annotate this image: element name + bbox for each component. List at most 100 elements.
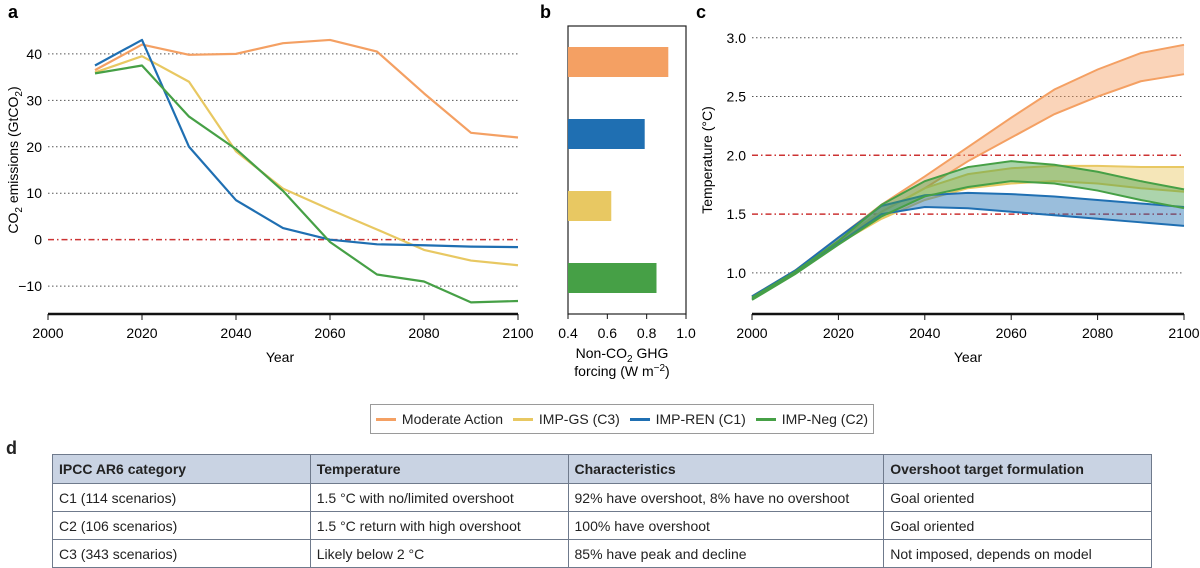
- panel-label-a: a: [8, 2, 19, 22]
- legend-label: IMP-GS (C3): [538, 411, 620, 427]
- panel-a-x-ticks: 2000 2020 2040 2060 2080 2100: [32, 314, 534, 341]
- table-cell: 1.5 °C return with high overshoot: [309, 511, 569, 540]
- series-line: [94, 38, 519, 249]
- legend-item-moderate-action: Moderate Action: [375, 411, 504, 427]
- legend-label: IMP-Neg (C2): [781, 411, 869, 427]
- x-tick-label: 2060: [996, 325, 1027, 341]
- y-tick-label: 1.0: [727, 265, 747, 281]
- table-cell: C3 (343 scenarios): [52, 539, 311, 568]
- table-cell: Goal oriented: [883, 483, 1152, 512]
- x-tick-label: 2100: [502, 325, 533, 341]
- series-line: [94, 55, 519, 267]
- y-tick-label: 40: [26, 46, 42, 62]
- table-cell: 100% have overshoot: [567, 511, 885, 540]
- legend-swatch: [512, 417, 533, 421]
- panel-c-bands: [751, 43, 1185, 301]
- table-cell: Likely below 2 °C: [309, 539, 569, 568]
- panel-a-y-axis-label: CO2 emissions (GtCO2): [5, 86, 25, 233]
- panel-c-temperature-chart: 2000 2020 2040 2060 2080 2100 1.0 1.5 2.0 2.5 3.0…: [699, 30, 1200, 365]
- y-tick-label: 2.0: [727, 147, 747, 163]
- panel-b-x-ticks: 0.4 0.6 0.8 1.0: [558, 314, 696, 341]
- x-tick-label: 2080: [1082, 325, 1113, 341]
- table-header-cell: Temperature: [309, 454, 569, 484]
- ipcc-category-table: IPCC AR6 category Temperature Characteri…: [52, 454, 1152, 568]
- x-tick-label: 2040: [220, 325, 251, 341]
- panel-b-x-axis-label-line1: Non-CO2 GHG: [576, 345, 669, 365]
- y-tick-label: 20: [26, 139, 42, 155]
- legend-label: IMP-REN (C1): [655, 411, 746, 427]
- panel-c-gridlines: [752, 37, 1184, 274]
- table-cell: Not imposed, depends on model: [883, 539, 1152, 568]
- x-tick-label: 2000: [736, 325, 767, 341]
- band-upper-line: [751, 160, 1185, 299]
- panel-a-x-axis-label: Year: [266, 349, 295, 365]
- y-tick-label: 0: [34, 232, 42, 248]
- panel-label-c: c: [696, 2, 706, 22]
- legend-item-imp-gs: IMP-GS (C3): [512, 411, 620, 427]
- x-tick-label: 0.4: [558, 325, 578, 341]
- x-tick-label: 2100: [1168, 325, 1199, 341]
- table-header-cell: Overshoot target formulation: [883, 454, 1152, 484]
- x-tick-label: 2080: [408, 325, 439, 341]
- x-tick-label: 0.8: [637, 325, 657, 341]
- panel-b-bars: [568, 47, 669, 293]
- x-tick-label: 0.6: [598, 325, 618, 341]
- band-lower-line: [751, 180, 1185, 301]
- table-cell: Goal oriented: [883, 511, 1152, 540]
- panel-label-b: b: [540, 2, 551, 22]
- legend-swatch: [375, 417, 396, 421]
- table-cell: 1.5 °C with no/limited overshoot: [309, 483, 569, 512]
- table-row: C3 (343 scenarios) Likely below 2 °C 85%…: [52, 539, 1152, 568]
- panel-a-gridlines: [48, 53, 518, 287]
- range-band: [752, 165, 1184, 299]
- table-cell: C1 (114 scenarios): [52, 483, 311, 512]
- legend: Moderate Action IMP-GS (C3) IMP-REN (C1)…: [370, 404, 874, 434]
- series-line: [94, 64, 519, 304]
- table-row: C2 (106 scenarios) 1.5 °C return with hi…: [52, 511, 1152, 540]
- table-header-cell: IPCC AR6 category: [52, 454, 311, 484]
- legend-label: Moderate Action: [401, 411, 504, 427]
- table-cell: 92% have overshoot, 8% have no overshoot: [567, 483, 885, 512]
- y-tick-label: −10: [18, 278, 42, 294]
- bar: [568, 263, 657, 293]
- panel-c-y-ticks: 1.0 1.5 2.0 2.5 3.0: [727, 30, 747, 281]
- legend-swatch: [629, 417, 650, 421]
- y-tick-label: 10: [26, 185, 42, 201]
- y-tick-label: 3.0: [727, 30, 747, 46]
- panel-a-series: [94, 38, 519, 304]
- figure-canvas: a b c 2000 2020 2040 2060 2080 2100 −10 0 10 20 3…: [5, 2, 1200, 379]
- panel-c-x-axis-label: Year: [954, 349, 983, 365]
- legend-item-imp-neg: IMP-Neg (C2): [755, 411, 869, 427]
- band-upper-line: [751, 191, 1185, 298]
- range-band: [752, 44, 1184, 299]
- table-cell: 85% have peak and decline: [567, 539, 885, 568]
- panel-c-x-ticks: 2000 2020 2040 2060 2080 2100: [736, 314, 1200, 341]
- legend-item-imp-ren: IMP-REN (C1): [629, 411, 746, 427]
- legend-swatch: [755, 417, 776, 421]
- table-row: C1 (114 scenarios) 1.5 °C with no/limite…: [52, 483, 1152, 512]
- panel-a-emissions-chart: 2000 2020 2040 2060 2080 2100 −10 0 10 20 30 40 Ye…: [5, 38, 534, 365]
- panel-b-forcing-chart: 0.4 0.6 0.8 1.0 Non-CO2 GHG forcing (W m−2): [558, 25, 696, 379]
- table-header-cell: Characteristics: [567, 454, 885, 484]
- bar: [568, 47, 669, 77]
- range-band: [752, 161, 1184, 300]
- x-tick-label: 2020: [823, 325, 854, 341]
- panel-c-y-axis-label: Temperature (°C): [699, 106, 715, 214]
- table-header-row: IPCC AR6 category Temperature Characteri…: [52, 454, 1152, 484]
- y-tick-label: 1.5: [727, 206, 747, 222]
- y-tick-label: 30: [26, 92, 42, 108]
- x-tick-label: 2000: [32, 325, 63, 341]
- x-tick-label: 2040: [909, 325, 940, 341]
- panel-b-x-axis-label-line2: forcing (W m−2): [574, 363, 669, 379]
- y-tick-label: 2.5: [727, 89, 747, 105]
- panel-label-d: d: [6, 438, 17, 458]
- x-tick-label: 2020: [126, 325, 157, 341]
- series-line: [94, 38, 519, 139]
- panel-b-frame: [567, 25, 687, 315]
- bar: [568, 119, 645, 149]
- bar: [568, 191, 612, 221]
- panel-a-y-ticks: −10 0 10 20 30 40: [18, 46, 42, 294]
- x-tick-label: 1.0: [676, 325, 696, 341]
- table-cell: C2 (106 scenarios): [52, 511, 311, 540]
- x-tick-label: 2060: [314, 325, 345, 341]
